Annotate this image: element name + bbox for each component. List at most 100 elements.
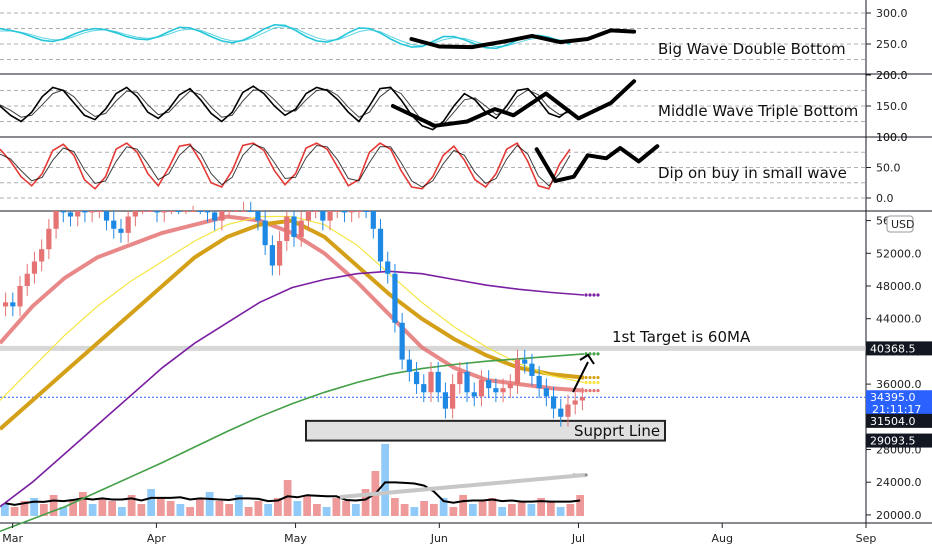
- oscillator-series-0: [0, 85, 571, 131]
- candle-body: [442, 392, 449, 409]
- moving-average-2: [0, 215, 585, 401]
- volume-bar: [88, 504, 97, 516]
- candle-body: [139, 211, 146, 212]
- ma-extension-dot: [584, 380, 588, 385]
- candle-body: [313, 211, 319, 212]
- volume-bar: [49, 495, 58, 516]
- candle-body: [370, 211, 376, 229]
- candle-body: [522, 359, 528, 364]
- candle-body: [284, 216, 290, 242]
- oscillator-series-0: [0, 142, 571, 190]
- candle-body: [536, 375, 542, 389]
- volume-bar: [196, 498, 204, 516]
- candle-body: [96, 211, 102, 212]
- big-wave-ticks: 300.0 250.0 200.0: [866, 7, 908, 82]
- currency-badge[interactable]: [886, 215, 914, 233]
- ma-extension-dot: [588, 375, 592, 380]
- volume-bar: [79, 492, 87, 516]
- ma-extension-dot: [588, 380, 592, 385]
- y-tick-label: 20000.0: [876, 509, 922, 522]
- x-tick-label: Apr: [147, 532, 167, 545]
- volume-bar: [303, 495, 311, 516]
- candle-body: [428, 371, 434, 393]
- x-tick-label: Jun: [430, 532, 448, 545]
- moving-averages: [0, 214, 600, 533]
- volume-bar: [283, 480, 292, 516]
- small-wave-drawn-path: [534, 144, 660, 183]
- candle-body: [579, 397, 585, 401]
- price-tag-label: 29093.5: [870, 435, 916, 448]
- candle-body: [471, 392, 477, 397]
- volume-bar: [225, 504, 233, 516]
- moving-average-3: [0, 270, 585, 508]
- currency-label: USD: [891, 218, 915, 231]
- candle-body: [558, 408, 564, 417]
- y-tick-label: 24000.0: [876, 476, 922, 489]
- volume-bar: [342, 501, 350, 516]
- panel-small-wave: Dip on buy in small wave 100.0 50.0 0.0: [0, 131, 908, 205]
- candle-body: [24, 273, 30, 286]
- candle-body: [478, 380, 485, 397]
- volume-bar: [127, 495, 136, 516]
- x-tick-label: Sep: [856, 532, 877, 545]
- ma-extension-dot: [584, 293, 588, 297]
- volume-bar: [361, 489, 370, 516]
- candle-body: [17, 286, 23, 307]
- volume-bar: [332, 498, 341, 516]
- oscillator-series-1: [0, 26, 571, 48]
- volume-bar: [469, 504, 477, 516]
- big-wave-gridlines: [0, 12, 866, 60]
- candle-body: [529, 363, 535, 376]
- candle-body: [406, 359, 412, 372]
- volume-bar: [186, 507, 194, 516]
- volume-bar: [59, 507, 68, 516]
- oscillator-series-0: [0, 23, 571, 50]
- volume-bar: [1, 504, 9, 516]
- volume-bar: [264, 504, 272, 516]
- candle-body: [176, 211, 182, 212]
- candle-body: [103, 211, 110, 221]
- volume-bar: [566, 504, 575, 516]
- ma-extension-dot: [592, 380, 596, 385]
- volume-bar: [439, 498, 448, 516]
- volume-bar: [98, 498, 107, 516]
- volume-bar: [430, 504, 438, 516]
- candle-body: [550, 396, 557, 409]
- support-annotation: Supprt Line: [574, 422, 660, 440]
- x-tick-label: Aug: [711, 532, 732, 545]
- candle-body: [435, 371, 441, 393]
- price-tag-label: 34395.0: [870, 391, 916, 404]
- volume-bar: [30, 498, 38, 516]
- candle-body: [457, 371, 463, 385]
- volume-bar: [108, 501, 116, 516]
- price-tag-label: 40368.5: [870, 342, 916, 355]
- candle-body: [147, 211, 153, 212]
- volume-bar: [176, 504, 185, 516]
- volume-bar: [293, 501, 302, 516]
- candle-body: [60, 211, 66, 213]
- candle-body: [31, 261, 38, 274]
- volume-bar: [537, 498, 545, 516]
- candle-body: [399, 322, 405, 360]
- volume-bar: [488, 498, 497, 516]
- middle-wave-annotation: Middle Wave Triple Bottom: [658, 102, 858, 120]
- y-tick-label: 50.0: [876, 162, 901, 175]
- candle-body: [572, 400, 578, 405]
- oscillator-series-1: [0, 143, 571, 188]
- volume-bar: [527, 504, 536, 516]
- volume-bar: [391, 498, 399, 516]
- volume-bar: [381, 444, 389, 516]
- middle-wave-lines: [0, 85, 571, 131]
- candle-body: [219, 211, 225, 221]
- ma-extension-dot: [596, 293, 600, 297]
- candle-body: [385, 261, 391, 274]
- time-axis: Mar Apr May Jun Jul Aug Sep: [2, 523, 876, 545]
- candle-body: [111, 220, 117, 229]
- panel-frame: [0, 0, 932, 524]
- moving-average-1: [0, 218, 585, 431]
- candle-body: [356, 211, 362, 212]
- candle-body: [486, 380, 492, 389]
- candle-body: [493, 388, 499, 393]
- candle-body: [154, 211, 160, 213]
